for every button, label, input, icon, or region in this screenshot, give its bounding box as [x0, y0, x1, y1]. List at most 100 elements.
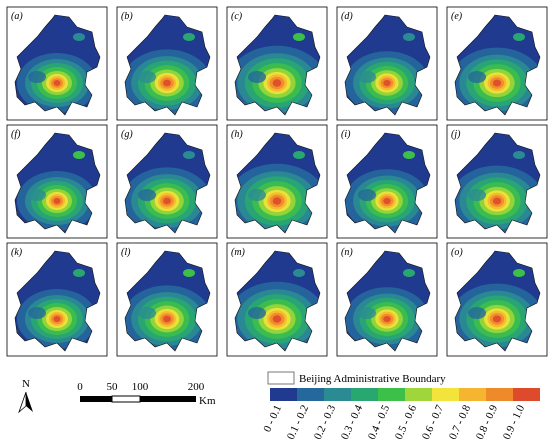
map-panel: (g): [116, 124, 218, 239]
map-fill: [235, 251, 320, 351]
boundary: [234, 132, 321, 234]
intensity-zone: [163, 315, 171, 323]
intensity-zone: [513, 33, 525, 41]
scale-label: 100: [132, 381, 149, 393]
intensity-zone: [358, 71, 376, 83]
panel-label: (i): [341, 129, 351, 140]
intensity-zone: [272, 315, 282, 323]
boundary: [234, 14, 321, 116]
map-panel: (o): [446, 242, 548, 357]
scale-label: 0: [77, 381, 83, 393]
map-fill: [345, 15, 430, 115]
intensity-zone: [138, 189, 156, 201]
boundary: [124, 14, 211, 116]
map-panel: (l): [116, 242, 218, 357]
intensity-zone: [28, 307, 46, 319]
north-arrow: [18, 391, 27, 414]
panel-label: (f): [11, 129, 21, 140]
intensity-zone: [403, 269, 415, 277]
boundary: [344, 14, 431, 116]
intensity-zone: [468, 71, 486, 83]
legend-swatch: [297, 388, 324, 401]
legend-swatch: [378, 388, 405, 401]
intensity-zone: [183, 33, 195, 41]
intensity-zone: [513, 151, 525, 159]
boundary: [234, 250, 321, 352]
intensity-zone: [183, 151, 195, 159]
panel-label: (g): [121, 129, 133, 140]
boundary: [14, 132, 101, 234]
boundary: [344, 132, 431, 234]
legend-label: 0.1 - 0.2: [285, 403, 311, 441]
boundary: [454, 14, 541, 116]
intensity-zone: [468, 189, 486, 201]
legend-label: 0.7 - 0.8: [447, 403, 474, 442]
legend-swatch: [270, 388, 297, 401]
intensity-zone: [358, 189, 376, 201]
map-panel: (a): [6, 6, 108, 121]
intensity-zone: [53, 316, 61, 322]
intensity-zone: [403, 151, 415, 159]
map-fill: [235, 15, 320, 115]
intensity-zone: [492, 315, 502, 323]
intensity-zone: [492, 197, 502, 205]
map-panel: (e): [446, 6, 548, 121]
legend-label: 0.4 - 0.5: [366, 403, 393, 442]
map-panel: (m): [226, 242, 328, 357]
intensity-zone: [183, 269, 195, 277]
legend-swatch: [405, 388, 432, 401]
intensity-zone: [383, 197, 391, 205]
legend-label: 0.3 - 0.4: [339, 403, 366, 442]
scale-label: 50: [107, 381, 119, 393]
legend-label: 0.5 - 0.6: [393, 403, 420, 442]
panel-label: (d): [341, 11, 353, 22]
intensity-zone: [293, 269, 305, 277]
north-arrow: [26, 392, 33, 412]
intensity-zone: [73, 269, 85, 277]
legend-label: 0.6 - 0.7: [420, 403, 447, 442]
intensity-zone: [73, 33, 85, 41]
map-panel: (j): [446, 124, 548, 239]
boundary-label: Beijing Administrative Boundary: [299, 373, 446, 385]
intensity-zone: [53, 198, 61, 204]
intensity-zone: [28, 71, 46, 83]
map-fill: [235, 133, 320, 233]
panel-label: (m): [231, 247, 246, 258]
intensity-zone: [358, 307, 376, 319]
boundary: [454, 132, 541, 234]
intensity-zone: [248, 189, 266, 201]
legend-swatch: [513, 388, 540, 401]
scale-label: 200: [188, 381, 205, 393]
intensity-zone: [403, 33, 415, 41]
panel-label: (e): [451, 11, 463, 22]
intensity-zone: [138, 307, 156, 319]
boundary: [344, 250, 431, 352]
map-panel: (k): [6, 242, 108, 357]
intensity-zone: [383, 79, 391, 87]
map-fill: [455, 15, 540, 115]
panel-label: (l): [121, 247, 131, 258]
intensity-zone: [163, 79, 171, 87]
map-panel: (d): [336, 6, 438, 121]
intensity-zone: [293, 33, 305, 41]
legend-label: 0.9 - 1.0: [501, 403, 528, 442]
map-fill: [15, 251, 100, 351]
intensity-zone: [248, 307, 266, 319]
panel-label: (a): [11, 11, 23, 22]
boundary: [14, 250, 101, 352]
intensity-zone: [163, 197, 171, 205]
boundary-swatch: [267, 371, 295, 385]
map-panel: (i): [336, 124, 438, 239]
panel-label: (h): [231, 129, 243, 140]
north-label: N: [22, 378, 30, 390]
legend-swatch: [351, 388, 378, 401]
panel-label: (o): [451, 247, 463, 258]
scale-segment: [111, 395, 141, 403]
legend-label: 0.2 - 0.3: [312, 403, 339, 442]
intensity-zone: [513, 269, 525, 277]
map-panel: (b): [116, 6, 218, 121]
intensity-zone: [293, 151, 305, 159]
intensity-zone: [272, 79, 282, 87]
legend-label: 0.8 - 0.9: [474, 403, 501, 442]
intensity-zone: [28, 189, 46, 201]
